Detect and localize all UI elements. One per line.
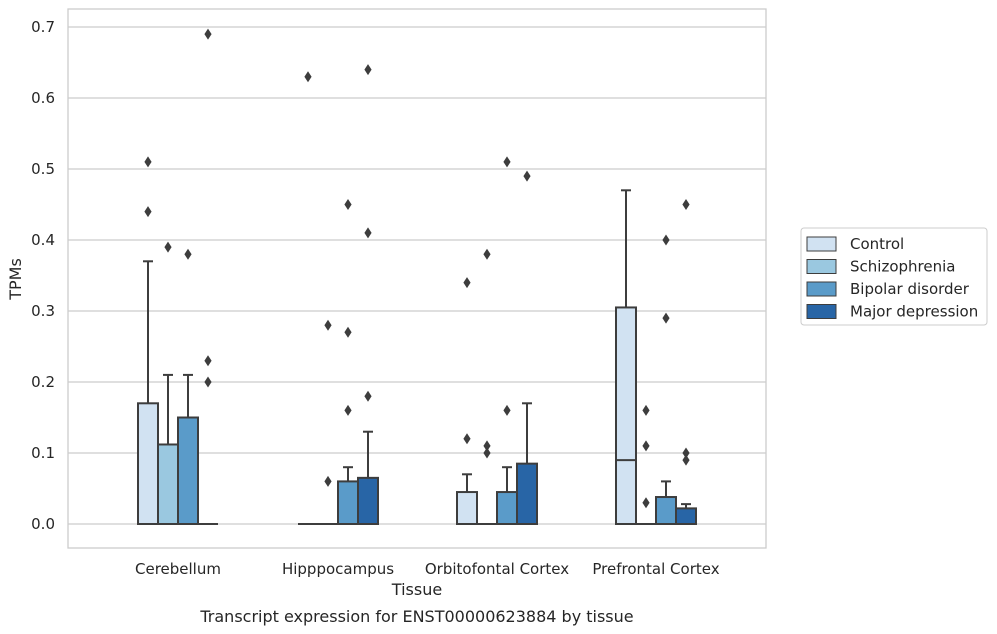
y-tick-label: 0.4 bbox=[31, 231, 55, 249]
outlier-point bbox=[204, 28, 212, 40]
box-major-depression bbox=[675, 199, 697, 526]
x-axis-ticks: Cerebellum Hipppocampus Orbitofontal Corte… bbox=[135, 560, 720, 578]
box-schizophrenia bbox=[157, 241, 179, 526]
box-body bbox=[137, 402, 159, 525]
y-tick-label: 0.7 bbox=[31, 18, 55, 36]
legend: Control Schizophrenia Bipolar disorder Majo… bbox=[800, 227, 988, 326]
box-bipolar-disorder bbox=[337, 199, 359, 525]
outlier-point bbox=[483, 440, 491, 452]
outlier-point bbox=[324, 475, 332, 487]
outlier-point bbox=[144, 156, 152, 168]
y-axis-title: TPMs bbox=[6, 258, 25, 301]
outlier-point bbox=[164, 241, 172, 253]
x-axis-title: Tissue bbox=[391, 580, 442, 599]
box-schizophrenia bbox=[636, 404, 656, 525]
x-tick-label: Hipppocampus bbox=[282, 560, 394, 578]
outlier-point bbox=[682, 454, 690, 466]
y-tick-label: 0.5 bbox=[31, 160, 55, 178]
box-body bbox=[516, 462, 538, 525]
box-major-depression bbox=[198, 28, 218, 525]
outlier-point bbox=[144, 206, 152, 218]
legend-label: Major depression bbox=[850, 303, 978, 321]
legend-item-major-depression: Major depression bbox=[806, 303, 978, 321]
outlier-point bbox=[344, 199, 352, 210]
legend-label: Control bbox=[850, 235, 904, 253]
outlier-point bbox=[344, 404, 352, 416]
outlier-point bbox=[642, 404, 650, 416]
legend-label: Schizophrenia bbox=[850, 258, 955, 276]
box-body bbox=[675, 507, 697, 526]
outlier-point bbox=[463, 433, 471, 445]
outlier-point bbox=[642, 497, 650, 509]
outlier-point bbox=[503, 156, 511, 168]
box-schizophrenia bbox=[318, 319, 338, 525]
legend-swatch bbox=[806, 236, 837, 252]
outlier-point bbox=[642, 440, 650, 452]
outlier-point bbox=[463, 277, 471, 289]
box-control bbox=[615, 189, 637, 526]
box-body bbox=[177, 416, 199, 525]
chart-caption: Transcript expression for ENST0000062388… bbox=[199, 607, 633, 626]
legend-item-control: Control bbox=[806, 235, 904, 253]
outlier-point bbox=[682, 447, 690, 459]
box-body bbox=[456, 491, 478, 525]
outlier-point bbox=[344, 326, 352, 338]
outlier-point bbox=[364, 390, 372, 402]
outlier-point bbox=[523, 170, 531, 182]
box-control bbox=[456, 277, 478, 525]
outlier-point bbox=[304, 71, 312, 83]
x-tick-label: Prefrontal Cortex bbox=[592, 560, 719, 578]
legend-item-schizophrenia: Schizophrenia bbox=[806, 258, 955, 276]
legend-label: Bipolar disorder bbox=[850, 280, 970, 298]
outlier-point bbox=[204, 355, 212, 367]
box-body bbox=[357, 476, 379, 526]
outlier-point bbox=[483, 248, 491, 260]
box-schizophrenia bbox=[477, 248, 497, 525]
box-body bbox=[337, 480, 359, 525]
y-tick-label: 0.1 bbox=[31, 444, 55, 462]
outlier-point bbox=[184, 248, 192, 260]
box-bipolar-disorder bbox=[496, 156, 518, 525]
box-body bbox=[615, 306, 637, 526]
outlier-point bbox=[682, 199, 690, 210]
box-body bbox=[157, 443, 179, 526]
y-tick-label: 0.2 bbox=[31, 373, 55, 391]
legend-frame bbox=[800, 227, 988, 326]
y-tick-label: 0.0 bbox=[31, 515, 55, 533]
box-bipolar-disorder bbox=[655, 234, 677, 525]
x-tick-label: Orbitofontal Cortex bbox=[425, 560, 569, 578]
x-tick-label: Cerebellum bbox=[135, 560, 221, 578]
box-control bbox=[137, 156, 159, 525]
box-plot-area bbox=[137, 28, 697, 526]
box-body bbox=[496, 491, 518, 525]
box-body bbox=[655, 496, 677, 525]
outlier-point bbox=[662, 234, 670, 246]
outlier-point bbox=[324, 319, 332, 331]
outlier-point bbox=[503, 404, 511, 416]
outlier-point bbox=[364, 227, 372, 239]
legend-swatch bbox=[806, 259, 837, 274]
outlier-point bbox=[204, 376, 212, 388]
outlier-point bbox=[364, 64, 372, 76]
outlier-point bbox=[483, 447, 491, 459]
legend-item-bipolar-disorder: Bipolar disorder bbox=[806, 280, 970, 298]
plot-frame bbox=[67, 8, 767, 549]
y-axis-ticks: 0.0 0.1 0.2 0.3 0.4 0.5 0.6 0.7 bbox=[31, 18, 55, 533]
box-bipolar-disorder bbox=[177, 248, 199, 525]
outlier-point bbox=[662, 312, 670, 324]
box-major-depression bbox=[516, 170, 538, 525]
y-tick-label: 0.3 bbox=[31, 302, 55, 320]
box-major-depression bbox=[357, 64, 379, 526]
y-tick-label: 0.6 bbox=[31, 89, 55, 107]
legend-swatch bbox=[806, 281, 837, 297]
box-control bbox=[298, 71, 318, 525]
legend-swatch bbox=[806, 304, 837, 319]
